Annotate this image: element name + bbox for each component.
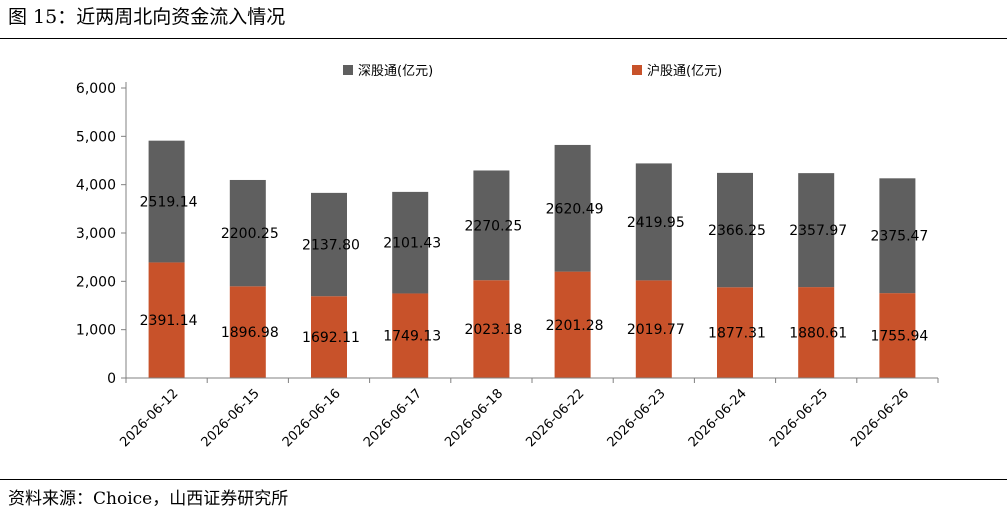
x-axis: 2026-06-12 2026-06-15 2026-06-16 2026-06-17… <box>117 377 939 450</box>
data-label: 2357.97 <box>789 223 847 239</box>
bar-stack: 2201.28 2620.49 <box>546 144 604 378</box>
x-tick-label: 2026-06-24 <box>686 386 750 450</box>
shenzhen-bar <box>229 179 266 287</box>
data-label: 2200.25 <box>221 226 279 242</box>
y-tick-label: 2,000 <box>76 274 116 290</box>
y-tick-label: 1,000 <box>76 323 116 339</box>
x-tick-label: 2026-06-16 <box>280 386 344 450</box>
y-axis: 0 1,000 2,000 3,000 4,000 5,000 6,000 <box>76 81 127 387</box>
bottom-rule <box>0 479 1007 480</box>
bar-stack: 1896.98 2200.25 <box>221 179 279 378</box>
x-tick-label: 2026-06-12 <box>117 386 181 450</box>
bar-stack: 2019.77 2419.95 <box>627 163 685 378</box>
bar-stack: 1692.11 2137.80 <box>302 192 360 378</box>
bar-stack: 2391.14 2519.14 <box>140 140 198 378</box>
shenzhen-bar <box>554 144 591 272</box>
data-label: 2366.25 <box>708 223 766 239</box>
shenzhen-bar <box>635 163 672 281</box>
shanghai-bar <box>554 271 591 378</box>
shenzhen-bar <box>717 172 753 288</box>
shanghai-bar <box>473 280 510 378</box>
data-label: 2375.47 <box>870 229 928 245</box>
x-tick-label: 2026-06-26 <box>848 386 912 450</box>
legend-item: 深股通(亿元) <box>343 64 433 79</box>
legend-item: 沪股通(亿元) <box>632 63 722 79</box>
data-label: 2019.77 <box>627 322 685 338</box>
data-label: 1880.61 <box>789 326 847 342</box>
y-tick-label: 5,000 <box>76 129 116 145</box>
y-tick-label: 6,000 <box>76 81 116 97</box>
shanghai-bar <box>879 293 916 378</box>
shenzhen-bar <box>148 140 185 263</box>
figure-title: 图 15：近两周北向资金流入情况 <box>8 6 286 28</box>
data-label: 2023.18 <box>464 322 522 338</box>
data-label: 2391.14 <box>140 313 198 329</box>
legend-swatch <box>343 65 353 75</box>
y-tick-label: 3,000 <box>76 226 116 242</box>
x-tick-label: 2026-06-15 <box>199 386 263 450</box>
x-tick-label: 2026-06-25 <box>767 386 831 450</box>
shanghai-bar <box>311 296 347 378</box>
x-tick-label: 2026-06-18 <box>442 386 506 450</box>
shanghai-bar <box>229 286 266 378</box>
x-tick-label: 2026-06-23 <box>605 386 669 450</box>
bar-stack: 1749.13 2101.43 <box>383 191 441 378</box>
stacked-bar-chart: 深股通(亿元) 沪股通(亿元) 0 1,000 2,000 3,000 4,000 5,00… <box>76 63 939 450</box>
data-label: 1755.94 <box>870 329 928 345</box>
bar-stack: 1755.94 2375.47 <box>870 178 928 378</box>
data-label: 1692.11 <box>302 330 360 346</box>
chart-legend: 深股通(亿元) 沪股通(亿元) <box>343 63 722 79</box>
x-tick-label: 2026-06-17 <box>361 386 425 450</box>
shanghai-bar <box>798 287 835 378</box>
shanghai-bar <box>717 287 753 378</box>
y-tick-label: 4,000 <box>76 178 116 194</box>
shanghai-bar <box>635 280 672 378</box>
legend-swatch <box>632 65 642 75</box>
data-label: 2137.80 <box>302 238 360 254</box>
y-tick-label: 0 <box>107 371 116 387</box>
data-label: 2519.14 <box>140 195 198 211</box>
bar-stack: 1880.61 2357.97 <box>789 173 847 378</box>
data-label: 2419.95 <box>627 215 685 231</box>
bars-layer: 2391.14 2519.14 1896.98 2200.25 1692.11 2137.… <box>140 140 928 378</box>
shenzhen-bar <box>798 173 835 288</box>
shanghai-bar <box>148 262 185 378</box>
data-label: 2620.49 <box>546 201 604 217</box>
shenzhen-bar <box>473 170 510 281</box>
data-label: 1877.31 <box>708 326 766 342</box>
shanghai-bar <box>392 293 429 378</box>
shenzhen-bar <box>879 178 916 294</box>
top-rule <box>0 38 1007 39</box>
data-label: 1896.98 <box>221 325 279 341</box>
shenzhen-bar <box>392 191 429 294</box>
data-label: 2101.43 <box>383 236 441 252</box>
data-label: 2270.25 <box>464 218 522 234</box>
legend-label: 沪股通(亿元) <box>647 63 722 79</box>
legend-label: 深股通(亿元) <box>358 64 433 79</box>
x-tick-label: 2026-06-22 <box>523 386 587 450</box>
data-label: 1749.13 <box>383 329 441 345</box>
figure-source: 资料来源：Choice，山西证券研究所 <box>8 489 289 509</box>
shenzhen-bar <box>311 192 347 297</box>
data-label: 2201.28 <box>546 318 604 334</box>
bar-stack: 2023.18 2270.25 <box>464 170 522 378</box>
bar-stack: 1877.31 2366.25 <box>708 172 766 378</box>
